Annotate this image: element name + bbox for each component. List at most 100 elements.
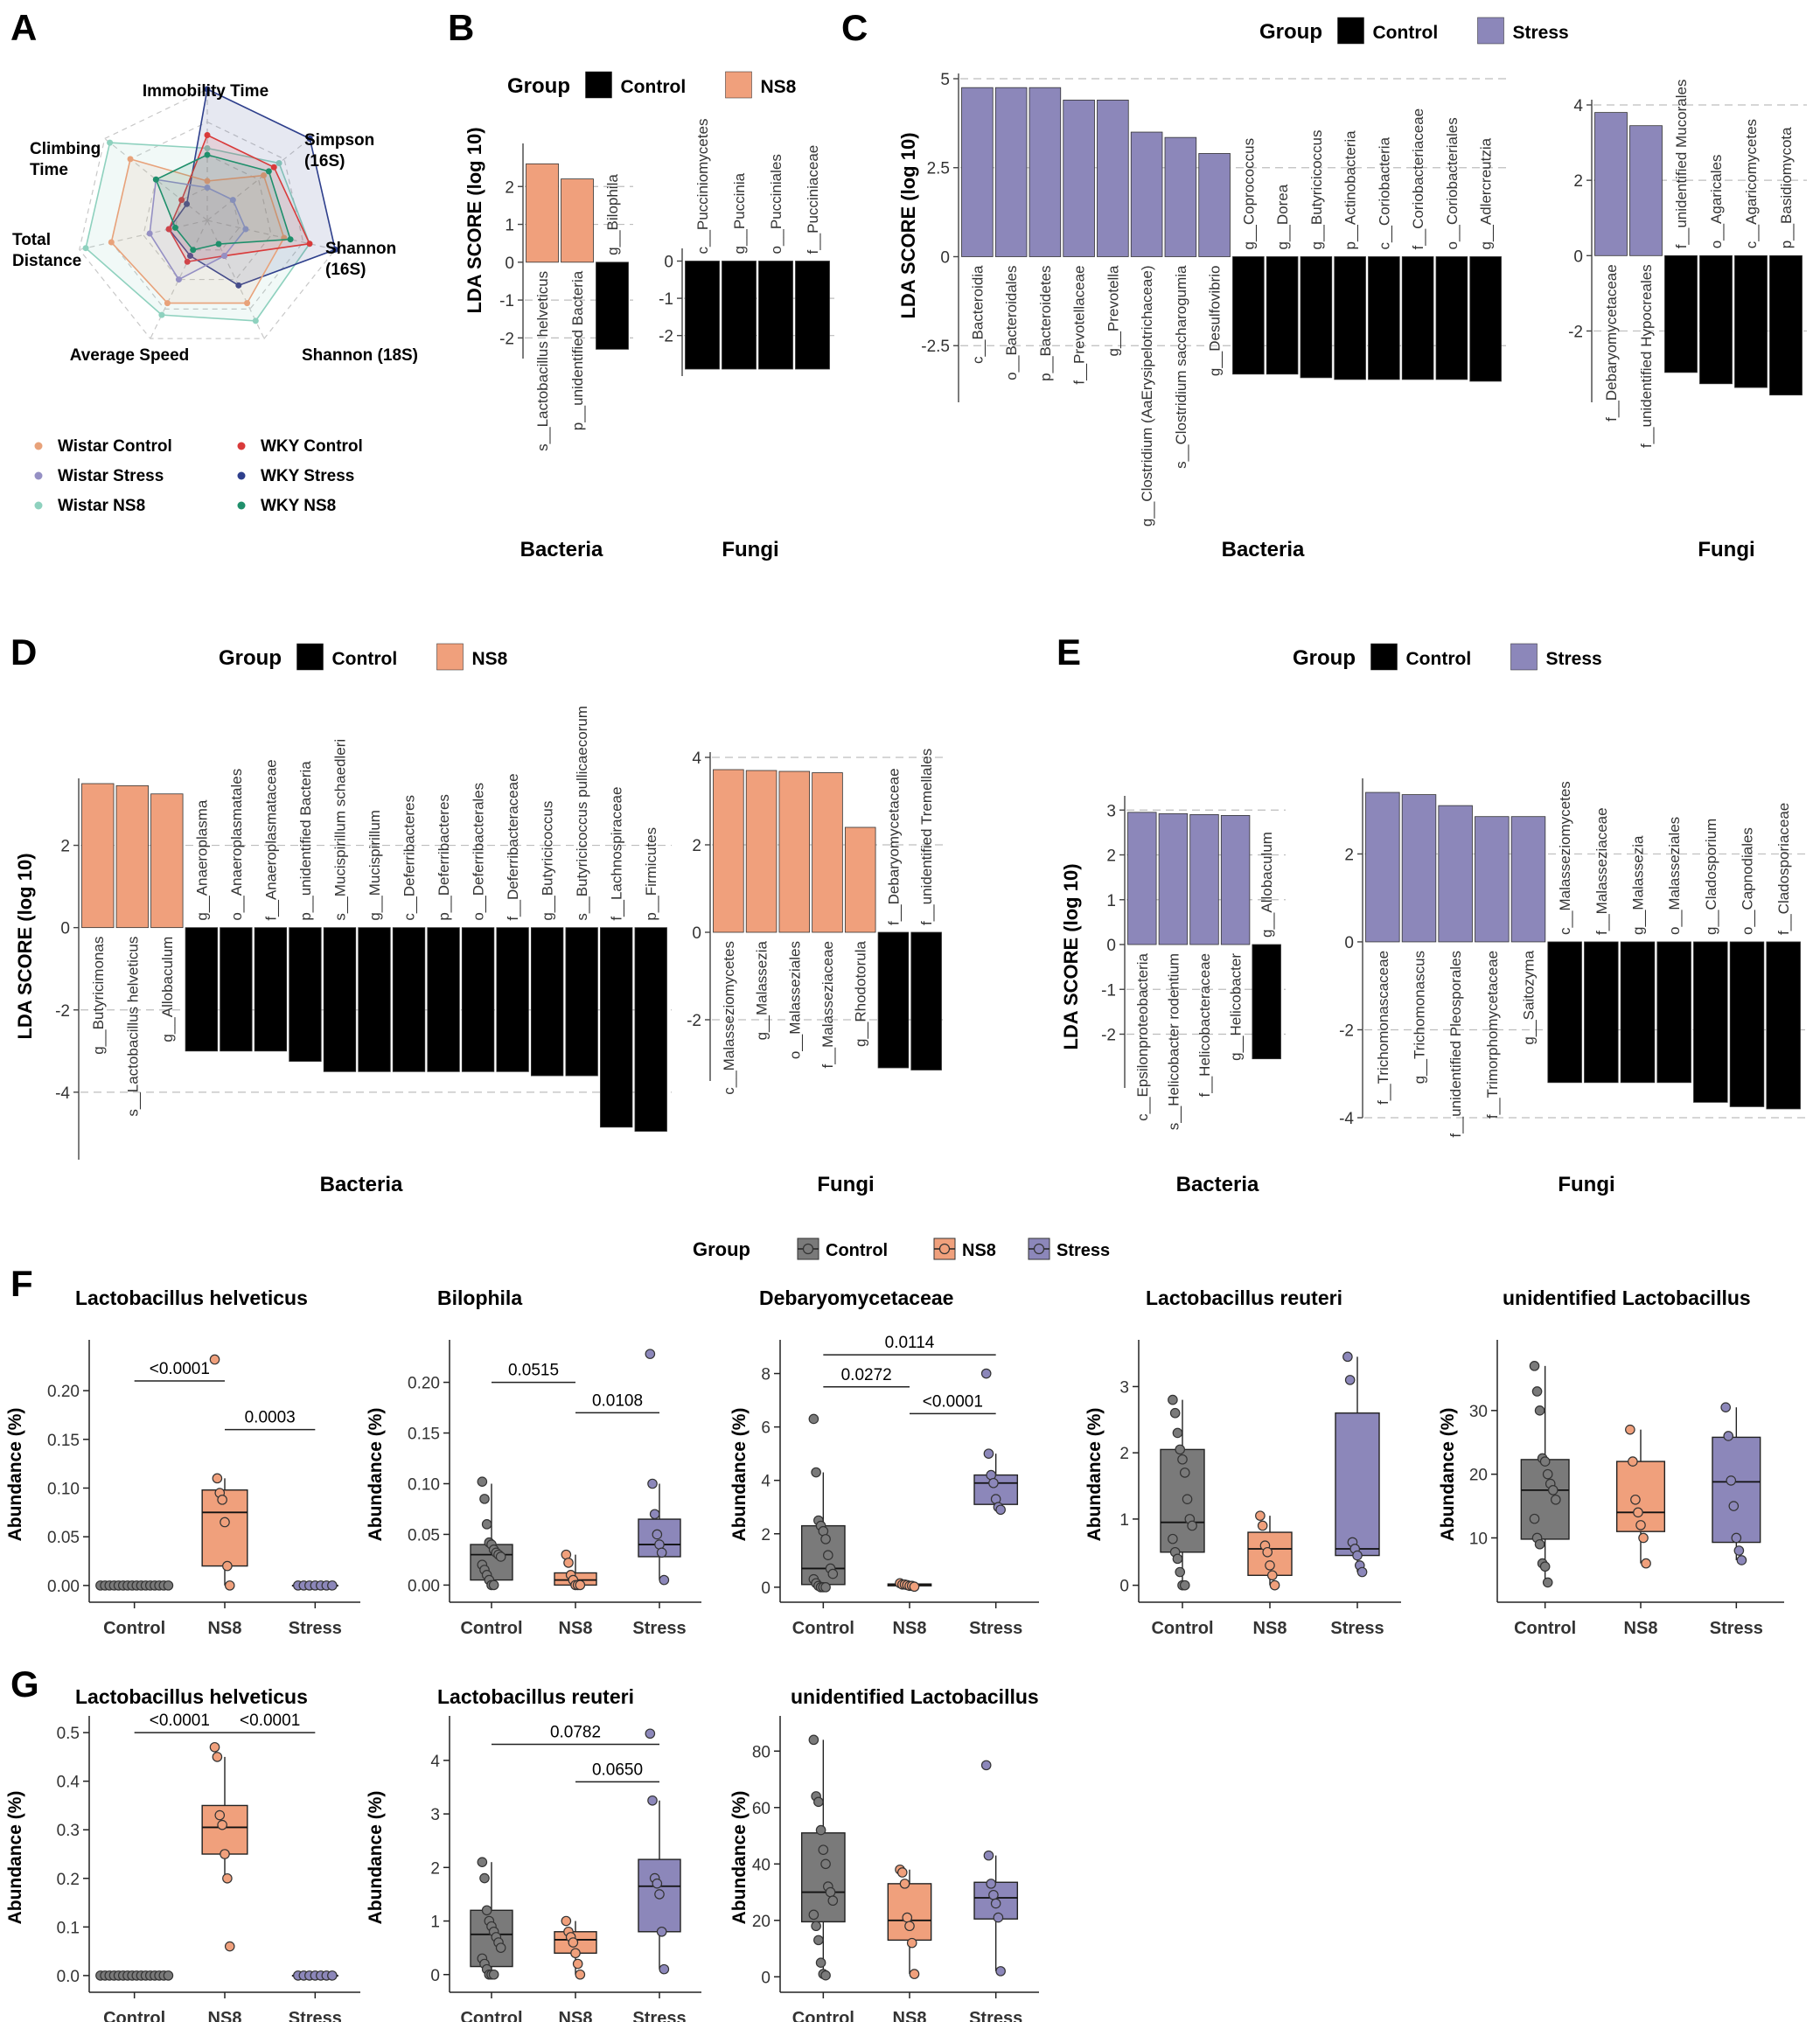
radar-axis-label: Shannon xyxy=(325,240,396,258)
boxplot-G-8: unidentified Lactobacillus Abundance (%) 0… xyxy=(729,1685,1039,2022)
boxplot-point xyxy=(1168,1394,1178,1405)
radar-spoke xyxy=(206,138,310,221)
lda-bar-label: c__Malasseziomycetes xyxy=(1557,781,1573,935)
boxplot-title: Lactobacillus helveticus xyxy=(75,1286,308,1309)
lda-bar-label: g__Coprococcus xyxy=(1240,138,1257,250)
legend-label: Control xyxy=(1406,649,1472,669)
lda-facet-E-fungi: -4 -2 0 2 f__Trichomonascaceae g__Trichomonas… xyxy=(1339,778,1805,1196)
lda-tick-label: 5 xyxy=(940,71,950,89)
radar-point xyxy=(261,172,268,179)
lda-bar xyxy=(115,784,149,929)
lda-bar-label: p__Basidiomycota xyxy=(1778,127,1795,248)
lda-bar-label: p__unidentified Bacteria xyxy=(297,761,314,921)
boxplot-point xyxy=(1356,1566,1368,1578)
lda-bar-label: g__Dorea xyxy=(1274,184,1291,249)
lda-bar xyxy=(1510,816,1546,943)
boxplot-x-label: Control xyxy=(460,2009,522,2022)
lda-bar-label: f__Trichomonascaceae xyxy=(1375,951,1391,1105)
lda-bar-label: g__Butyricicoccus xyxy=(1308,129,1325,249)
boxplot-point xyxy=(1547,1485,1559,1496)
lda-bar-label: s__Lactobacillus helveticus xyxy=(124,937,141,1117)
legend-swatch xyxy=(296,643,324,671)
lda-bar xyxy=(1029,87,1062,257)
lda-y-label: LDA SCORE (log 10) xyxy=(1060,863,1082,1049)
lda-bar xyxy=(1127,812,1157,945)
lda-bar-label: f__unidentified Hypocreales xyxy=(1638,264,1655,448)
boxplot-point xyxy=(820,1858,831,1870)
lda-bar-label: f__unidentified Pleosporales xyxy=(1447,951,1464,1138)
lda-bar xyxy=(877,931,910,1069)
boxplot-point xyxy=(820,1534,831,1544)
radar-point xyxy=(287,236,294,243)
lda-bar xyxy=(358,927,391,1072)
radar-point xyxy=(242,226,249,233)
lda-bar-label: s__Clostridium saccharogumia xyxy=(1173,265,1189,469)
lda-bar xyxy=(1164,136,1197,257)
boxplot-point xyxy=(652,1878,663,1889)
lda-facet-title: Fungi xyxy=(722,538,778,561)
significance-label: 0.0782 xyxy=(550,1723,601,1741)
lda-bar-label: o__Malasseziales xyxy=(786,941,803,1059)
lda-facet-D-fungi: -2 0 2 4 c__Malasseziomycetes g__Malassezia o_… xyxy=(687,749,946,1196)
lda-bar xyxy=(1584,941,1619,1084)
boxplot-x-label: NS8 xyxy=(559,2009,593,2022)
lda-tick-label: -2 xyxy=(659,328,673,346)
lda-bar-label: o__Bacteroidales xyxy=(1003,265,1020,380)
boxplot-title: Lactobacillus helveticus xyxy=(75,1685,308,1708)
boxplot-point xyxy=(1265,1560,1275,1571)
lda-tick-label: 2 xyxy=(60,838,70,856)
boxplot-tick-label: 6 xyxy=(761,1419,771,1438)
lda-facet-D-bacteria: -4 -2 0 2 g__Butyricimonas s__Lactobacillus h… xyxy=(55,706,672,1196)
lda-bar xyxy=(961,87,994,257)
significance-label: 0.0272 xyxy=(841,1366,892,1384)
lda-bar-label: c__Pucciniomycetes xyxy=(694,119,711,254)
radar-axis-label: Immobility Time xyxy=(143,82,268,101)
boxplot-point xyxy=(645,1349,656,1359)
lda-bar xyxy=(994,87,1028,257)
boxplot-point xyxy=(1175,1444,1186,1455)
significance-label: <0.0001 xyxy=(923,1392,983,1411)
boxplot-tick-label: 0.5 xyxy=(57,1725,80,1743)
radar-point xyxy=(221,253,228,260)
boxplot-point xyxy=(656,1926,667,1937)
lda-bar xyxy=(596,261,629,350)
boxplot-point xyxy=(570,1948,581,1959)
radar-point xyxy=(252,317,259,324)
legend-swatch xyxy=(1510,643,1538,671)
radar-point xyxy=(107,139,114,146)
boxplot-x-label: Control xyxy=(460,1619,522,1638)
boxplot-point xyxy=(1172,1553,1183,1565)
radar-axis-label: Simpson xyxy=(304,131,374,150)
boxplot-x-label: NS8 xyxy=(893,2009,927,2022)
lda-bar xyxy=(530,927,564,1077)
boxplot-point xyxy=(1177,1454,1188,1465)
boxplot-tick-label: 0.05 xyxy=(47,1529,80,1547)
lda-bar-label: p__Bacteroidetes xyxy=(1037,265,1054,380)
lda-tick-label: -2 xyxy=(1101,1027,1116,1045)
significance-label: 0.0114 xyxy=(885,1334,935,1352)
boxplot-point xyxy=(986,1879,996,1889)
boxplot-point xyxy=(647,1795,658,1806)
lda-bar-label: g__Clostridium (AaErysipelotrichaceae) xyxy=(1139,265,1155,526)
boxplot-y-label: Abundance (%) xyxy=(5,1791,25,1925)
radar-point xyxy=(204,86,211,93)
lda-y-label: LDA SCORE (log 10) xyxy=(14,853,36,1039)
boxplot-point xyxy=(1630,1494,1641,1505)
lda-y-label: LDA SCORE (log 10) xyxy=(464,127,485,313)
lda-facet-E-bacteria: -2 -1 0 1 2 3 c__Epsilonproteobacteria s__Helic… xyxy=(1101,796,1286,1196)
boxplot-point xyxy=(820,1970,831,1981)
lda-tick-label: 1 xyxy=(505,217,514,235)
lda-bar xyxy=(1629,125,1663,256)
boxplot-point xyxy=(808,1413,819,1425)
boxplot-tick-label: 0.00 xyxy=(47,1578,80,1596)
boxplot-point xyxy=(1342,1351,1353,1363)
boxplot-point xyxy=(902,1912,913,1923)
boxplot-point xyxy=(983,1448,994,1459)
legend-title: Group xyxy=(219,646,282,670)
boxplot-point xyxy=(1352,1550,1363,1561)
boxplot-point xyxy=(212,1752,223,1762)
boxplot-box xyxy=(201,1804,248,1855)
boxplot-x-label: NS8 xyxy=(208,1619,242,1638)
lda-y-label: LDA SCORE (log 10) xyxy=(897,132,919,318)
radar-series-5 xyxy=(155,154,292,251)
